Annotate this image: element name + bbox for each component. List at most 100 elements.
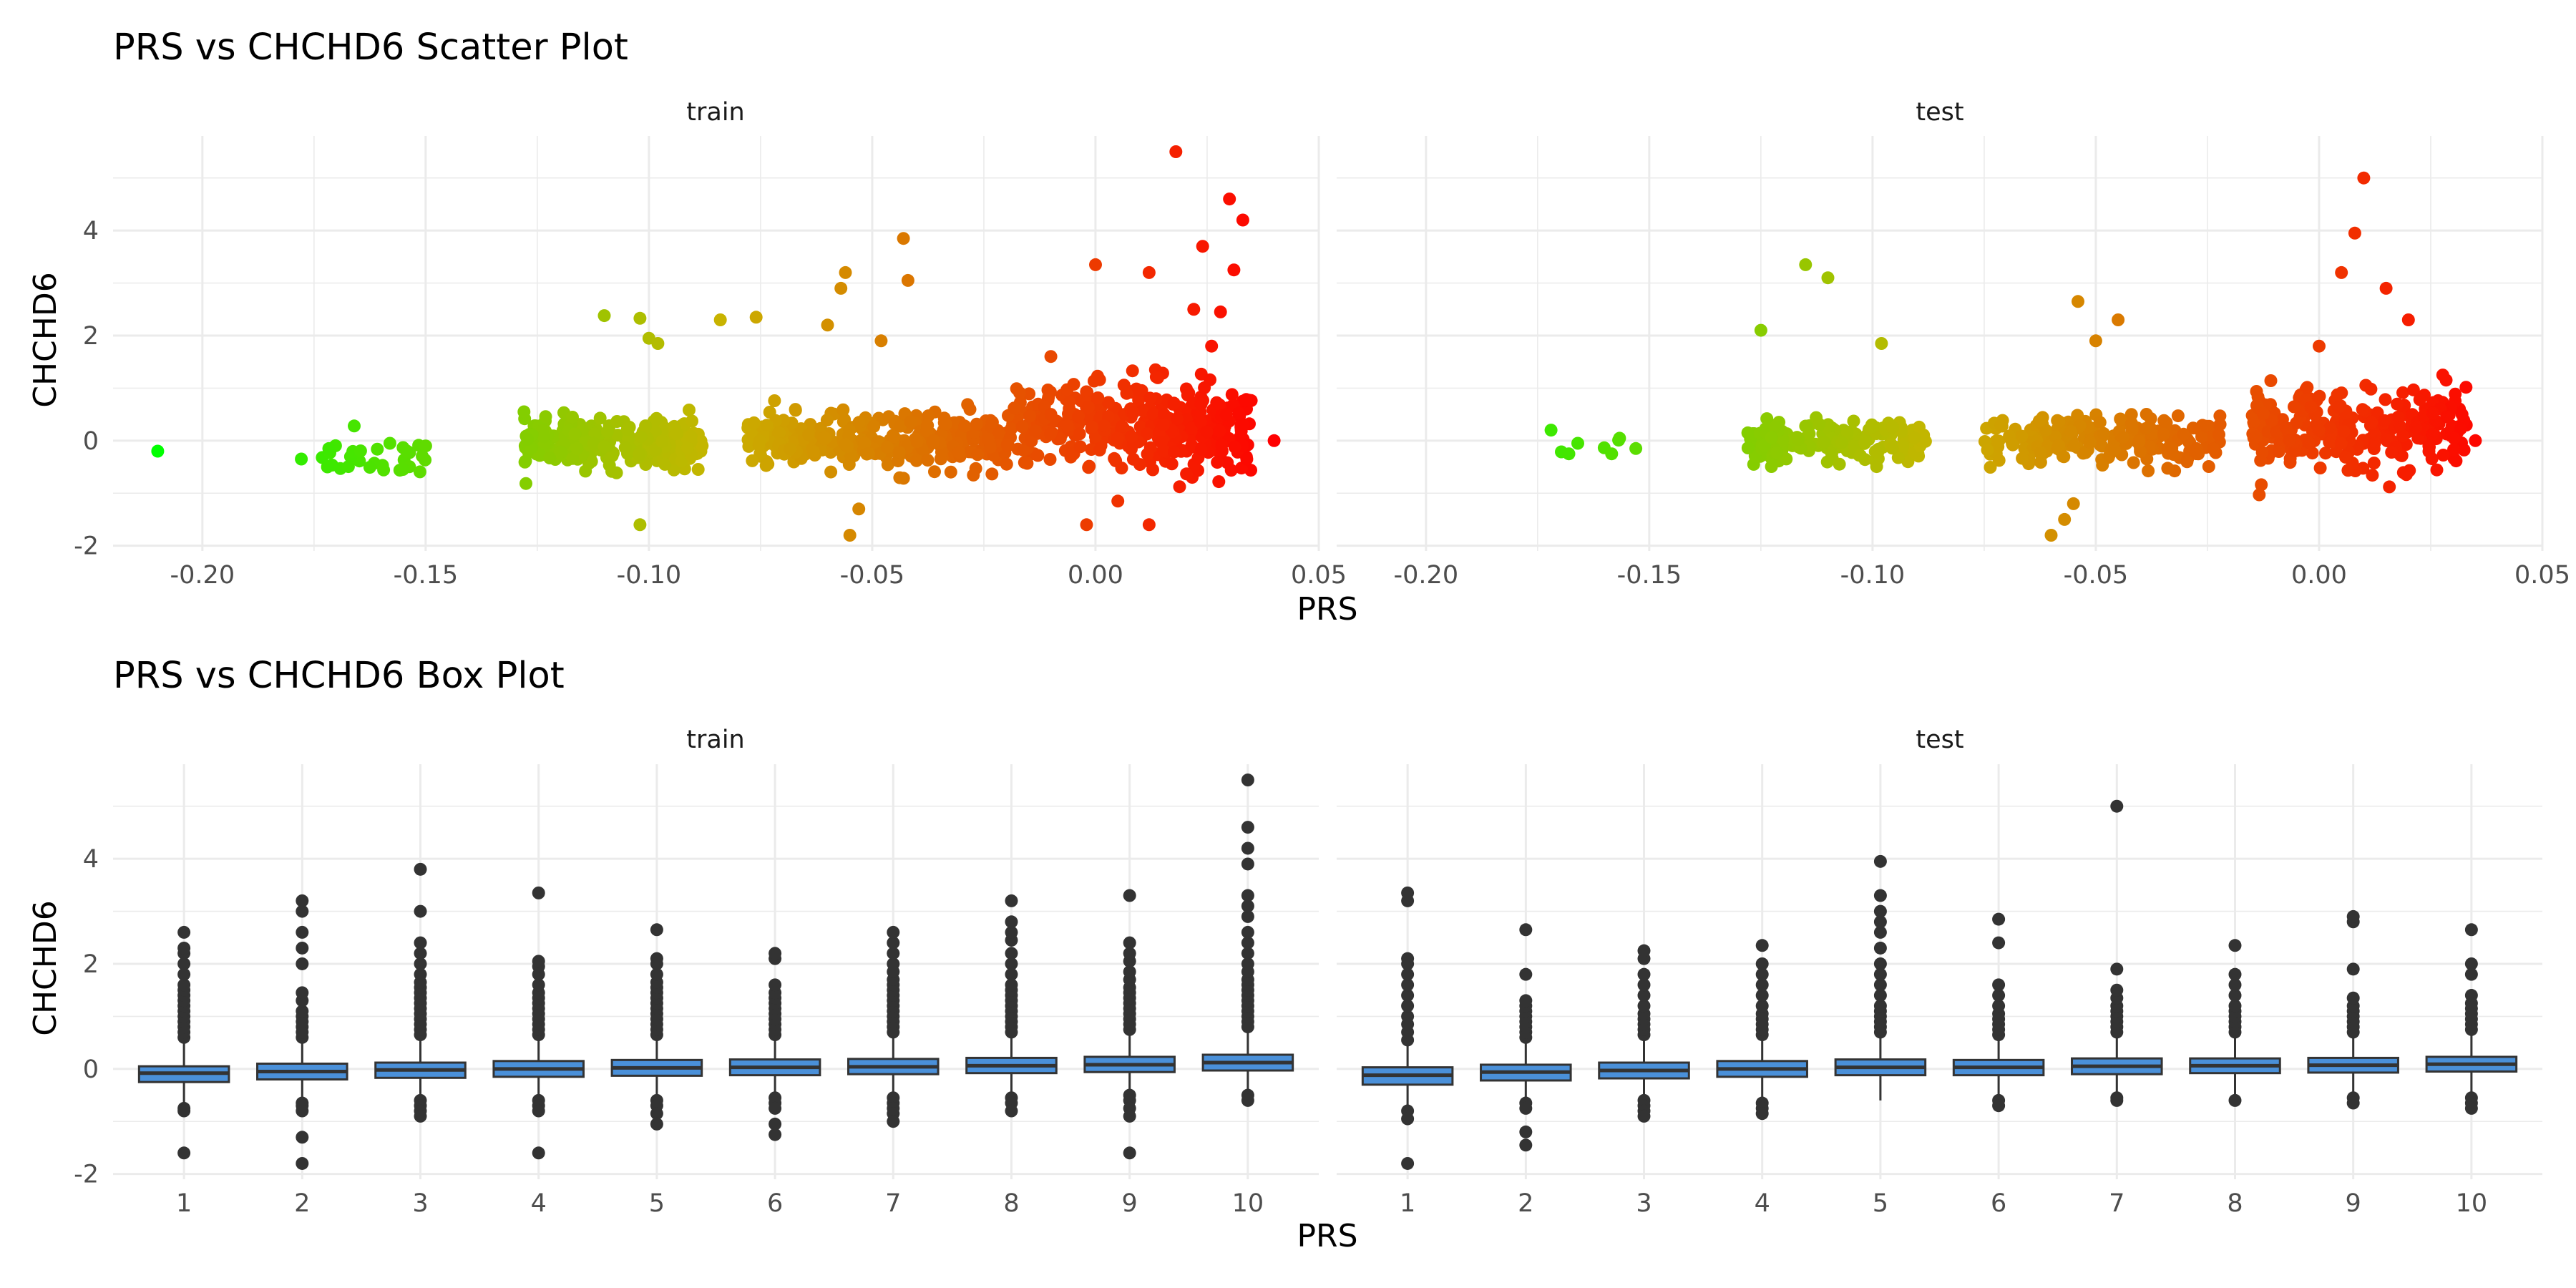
scatter-point: [1223, 192, 1236, 206]
scatter-point: [909, 454, 923, 467]
scatter-point: [1108, 452, 1121, 465]
scatter-point: [2089, 334, 2102, 348]
scatter-point: [295, 452, 308, 466]
scatter-point: [639, 419, 653, 433]
box-outlier: [1241, 909, 1254, 923]
box-outlier: [1992, 978, 2006, 992]
scatter-point: [151, 444, 165, 458]
scatter-point: [2057, 450, 2071, 464]
scatter-point: [1613, 431, 1626, 445]
scatter-point: [2044, 529, 2058, 542]
scatter-point: [1236, 213, 1249, 227]
scatter-point: [2064, 425, 2077, 439]
box-outlier: [296, 941, 309, 955]
box-outlier: [1873, 999, 1887, 1013]
box-outlier: [1992, 999, 2006, 1013]
scatter-point: [1267, 434, 1281, 447]
scatter-x-tick: 0.00: [2291, 561, 2347, 590]
scatter-point: [1215, 439, 1229, 452]
box-x-tick: 4: [531, 1189, 547, 1218]
scatter-point: [683, 404, 696, 416]
scatter-point: [2213, 418, 2227, 431]
scatter-point: [1770, 446, 1784, 459]
scatter-point: [2365, 416, 2379, 429]
box-outlier: [1005, 894, 1018, 907]
box-outlier: [2464, 989, 2478, 1002]
scatter-point: [1142, 265, 1156, 279]
scatter-panel-test: [1337, 136, 2544, 551]
scatter-point: [1994, 419, 2008, 431]
box-outlier: [2346, 1096, 2360, 1110]
scatter-point: [2393, 419, 2406, 433]
scatter-point: [1125, 430, 1138, 444]
scatter-point: [2250, 430, 2263, 444]
scatter-point: [773, 426, 786, 439]
scatter-point: [587, 436, 600, 450]
scatter-point: [400, 444, 413, 457]
scatter-point: [2139, 421, 2152, 435]
box-outlier: [2110, 962, 2124, 976]
scatter-point: [413, 465, 426, 479]
scatter-point: [2331, 401, 2345, 414]
scatter-point: [2254, 454, 2268, 467]
scatter-point: [2032, 414, 2046, 428]
scatter-point: [1146, 463, 1159, 477]
scatter-point: [1875, 337, 1888, 350]
scatter-strip-test: test: [1916, 98, 1963, 127]
scatter-point: [2430, 463, 2444, 477]
scatter-point: [2124, 408, 2138, 421]
scatter-point: [1000, 457, 1013, 471]
scatter-point: [1141, 447, 1154, 461]
box-x-tick: 9: [1122, 1189, 1138, 1218]
box-outlier: [296, 904, 309, 918]
box-outlier: [1873, 989, 1887, 1002]
scatter-point: [1169, 145, 1183, 158]
scatter-point: [820, 414, 834, 427]
scatter-point: [570, 442, 584, 455]
box-x-tick: 10: [1232, 1189, 1264, 1218]
box-outlier: [1241, 774, 1254, 787]
scatter-point: [789, 403, 802, 416]
scatter-point: [2283, 434, 2296, 447]
scatter-point: [554, 445, 567, 459]
scatter-point: [1111, 431, 1124, 445]
scatter-point: [2366, 469, 2379, 482]
box-outlier: [1401, 886, 1415, 899]
box-outlier: [1123, 947, 1136, 960]
scatter-point: [1073, 427, 1086, 441]
scatter-point: [1146, 407, 1160, 421]
scatter-point: [1000, 438, 1014, 452]
box-outlier: [296, 1156, 309, 1170]
box-outlier: [177, 967, 191, 981]
scatter-point: [383, 436, 396, 450]
scatter-point: [967, 468, 980, 482]
box-outlier: [296, 894, 309, 907]
scatter-point: [600, 425, 614, 439]
box-outlier: [1241, 925, 1254, 939]
scatter-point: [867, 419, 881, 433]
scatter-point: [2052, 415, 2066, 429]
scatter-point: [1225, 388, 1239, 401]
scatter-point: [684, 429, 698, 443]
scatter-point: [807, 445, 820, 458]
scatter-point: [2073, 419, 2087, 432]
scatter-point: [1200, 425, 1214, 439]
scatter-point: [1901, 455, 1915, 469]
box-outlier: [1401, 967, 1415, 981]
scatter-point: [2132, 434, 2146, 448]
box-outlier: [414, 957, 427, 970]
scatter-point: [2341, 464, 2355, 477]
box-outlier: [1755, 939, 1769, 952]
scatter-point: [363, 461, 376, 474]
box-outlier: [1241, 947, 1254, 960]
scatter-point: [519, 477, 532, 490]
scatter-point: [1151, 371, 1164, 384]
scatter-point: [1992, 434, 2006, 448]
scatter-point: [2367, 442, 2381, 455]
scatter-point: [971, 448, 985, 462]
scatter-point: [852, 502, 866, 516]
scatter-y-tick: 4: [83, 217, 99, 245]
scatter-point: [939, 417, 952, 431]
box-outlier: [1005, 915, 1018, 929]
box-9: [2307, 909, 2399, 1110]
